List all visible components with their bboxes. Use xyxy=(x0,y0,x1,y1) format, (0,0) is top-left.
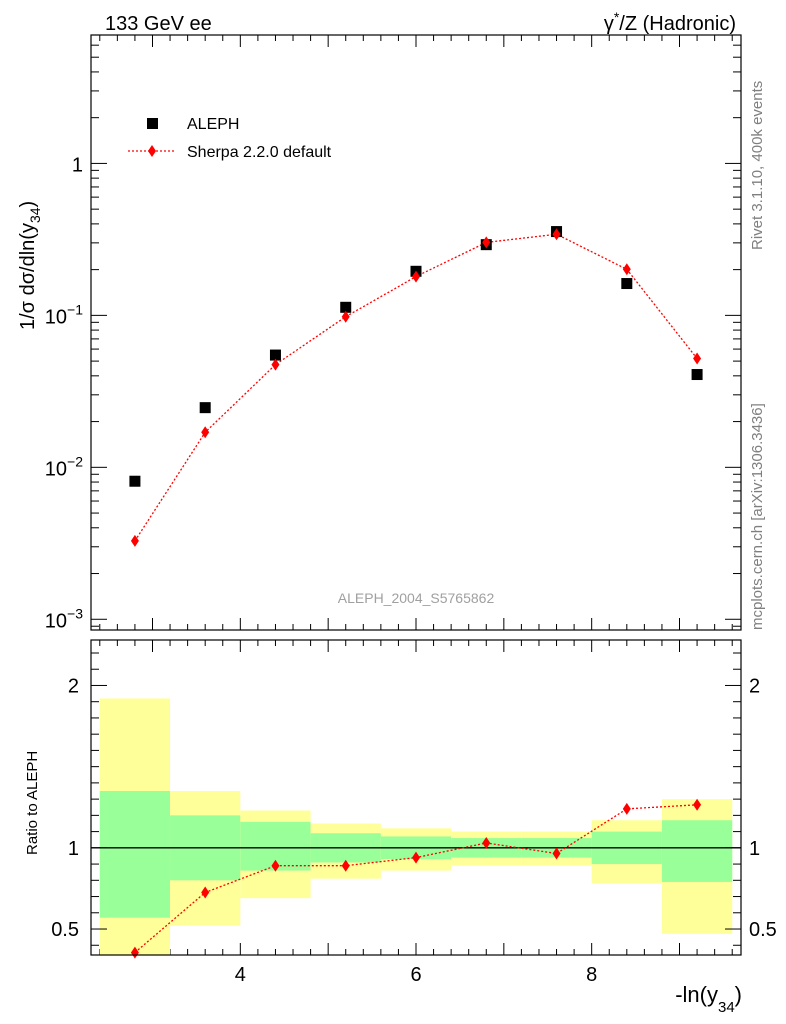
ratio-sherpa-point xyxy=(201,886,210,899)
header-left-label: 133 GeV ee xyxy=(105,13,212,35)
mcplots-source-label: mcplots.cern.ch [arXiv:1306.3436] xyxy=(749,403,766,630)
main-y-tick-label: 10−3 xyxy=(45,605,83,632)
legend: ALEPH Sherpa 2.2.0 default xyxy=(128,116,332,161)
ratio-sherpa-point xyxy=(271,859,280,872)
sherpa-point xyxy=(552,228,561,241)
main-y-axis-label: 1/σ dσ/dln(y34) xyxy=(17,201,43,330)
rivet-version-label: Rivet 3.1.10, 400k events xyxy=(749,81,766,250)
aleph-point xyxy=(691,369,703,381)
ratio-band-inner xyxy=(99,791,171,918)
sherpa-point xyxy=(341,310,350,323)
ratio-sherpa-point xyxy=(412,851,420,864)
aleph-point xyxy=(129,475,141,487)
sherpa-point xyxy=(130,534,139,547)
ratio-y-tick-label-right: 0.5 xyxy=(749,919,777,941)
ratio-frame xyxy=(90,639,742,956)
x-axis-label: -ln(y34) xyxy=(675,982,742,1016)
x-tick-label: 6 xyxy=(410,964,421,986)
legend-marker-sherpa xyxy=(148,145,156,157)
ratio-y-tick-label: 1 xyxy=(68,838,79,860)
ratio-sherpa-point xyxy=(552,847,561,860)
ratio-sherpa-point xyxy=(341,859,350,872)
legend-label-sherpa: Sherpa 2.2.0 default xyxy=(187,144,332,161)
main-panel: 10−3 10−2 10−1 1 xyxy=(45,34,742,632)
sherpa-point xyxy=(482,236,491,249)
ratio-y-axis-label: Ratio to ALEPH xyxy=(24,751,41,855)
sherpa-point xyxy=(271,358,280,371)
aleph-point xyxy=(269,349,281,361)
ratio-sherpa-point xyxy=(622,802,631,815)
sherpa-point xyxy=(412,270,420,283)
ratio-band-inner xyxy=(661,820,733,882)
ratio-sherpa-point xyxy=(693,798,702,811)
header-right-label: γ*/Z (Hadronic) xyxy=(604,9,736,35)
legend-label-aleph: ALEPH xyxy=(187,116,239,133)
main-y-tick-label: 10−1 xyxy=(45,301,83,328)
main-y-tick-label: 1 xyxy=(72,154,83,176)
x-tick-label: 8 xyxy=(586,964,597,986)
sherpa-point xyxy=(201,426,210,439)
x-tick-label: 4 xyxy=(235,964,246,986)
main-y-tick-label: 10−2 xyxy=(45,453,83,480)
ratio-y-tick-label: 2 xyxy=(68,675,79,697)
legend-marker-aleph xyxy=(147,118,158,129)
sherpa-point xyxy=(622,263,631,276)
sherpa-point xyxy=(693,352,702,365)
ratio-panel: 0.5 0.5 1 1 2 2 4 6 8 xyxy=(51,639,777,986)
ratio-sherpa-point xyxy=(482,836,491,849)
analysis-id-label: ALEPH_2004_S5765862 xyxy=(338,590,495,606)
aleph-point xyxy=(199,402,211,414)
aleph-point xyxy=(340,301,352,313)
aleph-point xyxy=(621,278,633,290)
main-frame xyxy=(90,34,742,631)
ratio-y-tick-label-right: 2 xyxy=(749,675,760,697)
ratio-y-tick-label: 0.5 xyxy=(51,919,79,941)
ratio-y-tick-label-right: 1 xyxy=(749,838,760,860)
